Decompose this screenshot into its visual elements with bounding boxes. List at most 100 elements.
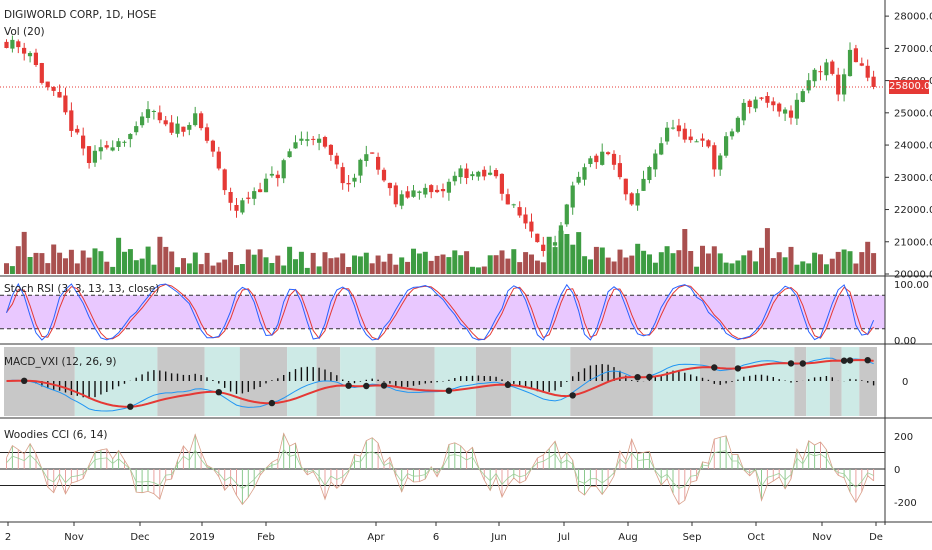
candle-body (222, 169, 227, 191)
candle-body (747, 100, 752, 107)
candle-body (623, 178, 628, 195)
volume-bar (853, 263, 859, 274)
volume-bar (234, 265, 239, 274)
macd-cross-dot (569, 392, 576, 399)
candle-body (51, 87, 56, 91)
candle-body (659, 143, 664, 155)
candle-body (370, 152, 375, 154)
price-pane[interactable] (0, 35, 885, 274)
volume-bar (116, 237, 122, 274)
candle-body (204, 127, 210, 141)
candle-body (617, 163, 622, 178)
candle-body (871, 76, 876, 87)
candle-body (700, 138, 705, 141)
candle-body (535, 233, 540, 243)
candle-body (4, 41, 9, 48)
volume-bar (629, 255, 635, 274)
candle-body (582, 167, 587, 180)
volume-bar (570, 244, 576, 274)
volume-bar (865, 241, 871, 274)
candle-body (275, 174, 280, 179)
volume-bar (835, 251, 841, 274)
time-axis-label: Nov (812, 532, 832, 543)
stoch-rsi-pane[interactable] (0, 282, 885, 341)
woodies-cci-label: Woodies CCI (6, 14) (4, 429, 108, 441)
candle-body (27, 53, 33, 57)
candle-body (688, 136, 693, 141)
volume-bar (735, 260, 741, 274)
candle-body (517, 207, 522, 216)
candle-body (765, 96, 770, 103)
cci-tick-label: -200 (894, 498, 917, 509)
candle-body (759, 97, 764, 99)
candle-body (853, 48, 858, 63)
candle-body (151, 111, 156, 112)
candle-body (269, 173, 274, 176)
macd-shade-band (806, 347, 830, 416)
volume-bar (210, 265, 216, 274)
candle-body (287, 151, 292, 158)
volume-bar (452, 250, 458, 274)
last-price-tag: 25800.0 (889, 80, 931, 94)
candle-body (611, 153, 617, 165)
candle-body (665, 127, 670, 142)
volume-bar (652, 262, 658, 274)
candle-body (110, 147, 115, 151)
candle-body (629, 193, 634, 205)
volume-bar (98, 251, 104, 274)
candle-body (505, 194, 510, 205)
macd-pane[interactable] (4, 347, 877, 416)
volume-bar (363, 252, 369, 274)
volume-bar (15, 246, 21, 274)
volume-bar (375, 255, 381, 274)
volume-bar (729, 263, 735, 274)
candle-body (724, 136, 729, 156)
volume-bar (782, 257, 788, 274)
volume-bar (676, 250, 682, 274)
volume-bar (204, 252, 210, 274)
candle-body (488, 172, 493, 175)
volume-bar (717, 253, 723, 274)
macd-tick-label: 0 (902, 377, 908, 388)
volume-bar (122, 251, 127, 274)
candle-body (794, 99, 799, 119)
candle-body (387, 182, 392, 189)
volume-bar (700, 245, 705, 274)
volume-bar (534, 260, 540, 274)
candle-body (847, 49, 853, 77)
volume-bar (340, 253, 346, 274)
macd-shade-band (287, 347, 317, 416)
volume-bar (747, 250, 753, 274)
macd-cross-dot (215, 389, 222, 396)
volume-bar (51, 244, 57, 274)
volume-bar (470, 266, 475, 274)
macd-cross-dot (380, 382, 388, 389)
volume-bar (741, 255, 747, 274)
volume-bar (464, 251, 470, 274)
candle-body (411, 190, 416, 197)
volume-bar (440, 254, 446, 274)
time-axis-label: Oct (747, 532, 764, 543)
candle-body (423, 187, 428, 195)
candle-body (187, 125, 192, 130)
candle-body (830, 61, 835, 74)
volume-bar (546, 236, 552, 274)
volume-bar (222, 259, 228, 274)
volume-bar (859, 252, 865, 274)
candle-body (564, 204, 569, 225)
macd-shade-band (475, 347, 512, 416)
volume-bar (806, 263, 812, 274)
volume-bar (599, 247, 605, 274)
woodies-cci-pane[interactable] (0, 432, 885, 506)
volume-bar (399, 257, 405, 274)
candle-body (234, 205, 239, 211)
volume-bar (387, 253, 393, 274)
candle-body (328, 144, 333, 155)
volume-bar (245, 249, 251, 274)
candle-body (246, 197, 251, 199)
volume-bar (328, 258, 334, 274)
volume-bar (770, 258, 776, 274)
candle-body (493, 170, 499, 177)
